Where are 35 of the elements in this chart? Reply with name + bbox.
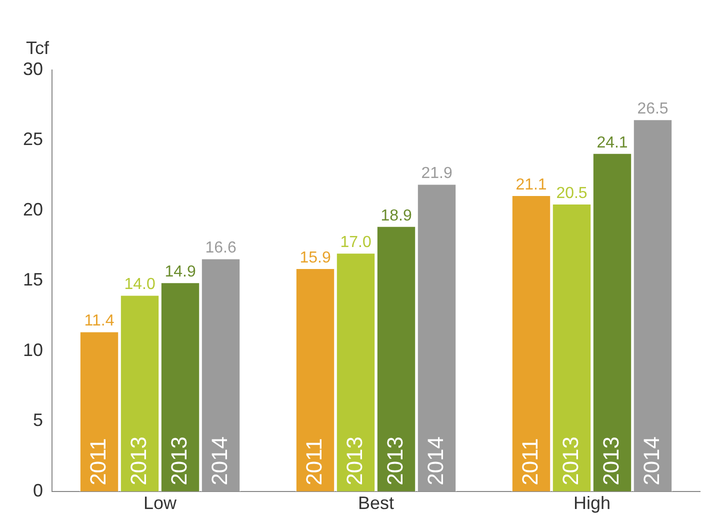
series-label: 2013 [166,436,192,486]
text: 2013 [558,436,583,486]
y-tick-label: 30 [22,58,44,79]
data-label: 26.5 [637,100,668,118]
data-label: 14.0 [124,276,156,294]
data-label: 14.9 [164,264,196,281]
data-label: 24.1 [596,134,628,152]
y-tick-label: 25 [22,129,44,150]
y-tick-label: 10 [22,340,44,360]
x-tick-label: Low [144,493,178,514]
x-tick-label: High [573,493,611,514]
y-tick-label: 5 [33,410,44,430]
data-label: 15.9 [300,249,331,266]
data-label: 18.9 [380,207,412,224]
y-tick-label: 0 [33,480,44,500]
text: 2014 [206,436,232,486]
y-axis-title: Tcf [26,38,50,58]
text: 2014 [638,436,664,486]
data-label: 17.0 [340,234,372,252]
text: 2011 [517,438,542,486]
y-tick-label: 15 [22,270,44,290]
data-label: 21.9 [421,165,452,182]
y-tick-label: 20 [22,199,44,220]
text: 2011 [85,438,110,486]
x-tick-label: Best [358,493,394,514]
data-label: 20.5 [556,184,588,202]
series-label: 2014 [422,436,448,486]
data-label: 16.6 [205,240,236,257]
text: 2013 [598,436,624,486]
data-label: 21.1 [516,176,547,194]
data-label: 11.4 [84,312,114,330]
series-label: 2011 [301,438,326,486]
text: 2013 [342,436,367,486]
text: 2013 [382,436,408,486]
series-label: 2013 [126,436,151,486]
